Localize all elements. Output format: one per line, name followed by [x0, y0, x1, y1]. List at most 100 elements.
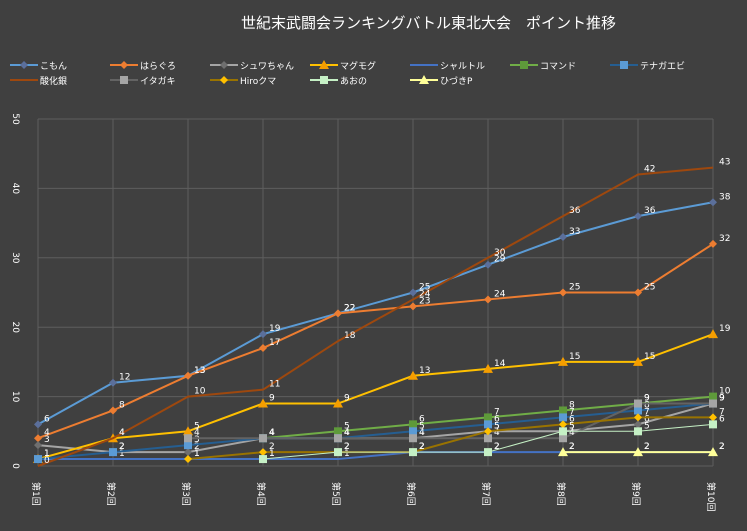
data-label: 9 — [719, 394, 725, 404]
data-point — [484, 434, 492, 443]
data-point — [109, 406, 117, 415]
data-label: 2 — [644, 442, 650, 452]
series-line-1 — [37, 243, 714, 440]
series-line-8 — [188, 402, 713, 440]
data-point — [708, 329, 718, 339]
data-point — [109, 378, 117, 387]
data-label: 6 — [419, 414, 425, 424]
data-label: 5 — [569, 421, 575, 431]
data-point — [259, 434, 267, 443]
data-label: 9 — [719, 394, 725, 404]
data-label: 10 — [194, 387, 206, 397]
data-label: 30 — [494, 248, 506, 258]
legend-swatch-icon — [410, 64, 438, 66]
x-tick-label: 第2回 — [105, 482, 117, 506]
y-tick-label: 30 — [10, 252, 20, 264]
x-tick-label: 第9回 — [630, 482, 642, 506]
data-point — [558, 447, 568, 457]
data-point — [34, 434, 42, 443]
data-label: 3 — [194, 435, 200, 445]
data-label: 36 — [569, 206, 581, 216]
legend-label: シャルトル — [440, 61, 486, 72]
data-label: 7 — [569, 407, 575, 417]
data-label: 2 — [494, 442, 500, 452]
legend-item: シャルトル — [410, 58, 485, 72]
legend-label: ひづきP — [440, 76, 473, 87]
data-point — [559, 288, 567, 297]
data-label: 4 — [569, 428, 575, 438]
series-line-3 — [37, 333, 714, 461]
data-label: 2 — [419, 442, 425, 452]
data-label: 8 — [569, 400, 575, 410]
legend-label: マグモグ — [340, 61, 377, 72]
legend-label: はらぐろ — [140, 61, 177, 72]
legend-swatch-icon — [10, 79, 38, 81]
data-point — [634, 413, 642, 422]
legend-swatch-icon — [10, 61, 38, 69]
data-label: 22 — [344, 303, 355, 313]
chart-title: 世紀末武闘会ランキングバトル東北大会 ポイント推移 — [240, 14, 616, 32]
data-point — [708, 447, 718, 457]
data-point — [184, 455, 192, 464]
data-label: 5 — [419, 421, 425, 431]
data-point — [184, 441, 192, 450]
data-label: 2 — [419, 442, 425, 452]
legend-swatch-icon — [410, 75, 438, 84]
data-label: 19 — [719, 324, 731, 334]
data-label: 25 — [419, 283, 430, 293]
data-label: 9 — [719, 394, 725, 404]
data-point — [633, 356, 643, 366]
legend-swatch-icon — [310, 60, 338, 69]
data-point — [409, 427, 417, 436]
data-point — [259, 344, 267, 353]
data-label: 7 — [494, 407, 500, 417]
data-label: 19 — [269, 324, 281, 334]
y-tick-label: 0 — [10, 463, 20, 469]
data-point — [634, 427, 642, 436]
data-label: 5 — [344, 421, 350, 431]
x-tick-label: 第5回 — [330, 482, 342, 506]
data-label: 4 — [194, 428, 200, 438]
data-point — [34, 455, 42, 464]
x-tick-label: 第8回 — [555, 482, 567, 506]
data-label: 5 — [194, 421, 200, 431]
data-label: 5 — [494, 421, 500, 431]
legend-swatch-icon — [610, 61, 638, 69]
x-tick-label: 第10回 — [705, 482, 717, 511]
data-label: 12 — [119, 373, 130, 383]
data-label: 43 — [719, 158, 730, 168]
legend-item: シュワちゃん — [210, 58, 294, 72]
data-label: 13 — [419, 366, 430, 376]
data-point — [334, 448, 342, 457]
data-label: 36 — [644, 206, 656, 216]
series-line-9 — [187, 416, 713, 461]
data-label: 1 — [119, 449, 125, 459]
x-tick-label: 第7回 — [480, 482, 492, 506]
data-label: 9 — [644, 394, 650, 404]
legend-item: はらぐろ — [110, 58, 176, 72]
data-label: 11 — [269, 380, 280, 390]
data-label: 5 — [569, 421, 575, 431]
data-label: 7 — [644, 407, 650, 417]
data-point — [558, 356, 568, 366]
data-point — [333, 398, 343, 408]
data-point — [109, 448, 117, 457]
data-point — [258, 398, 268, 408]
data-label: 4 — [119, 428, 125, 438]
data-point — [484, 295, 492, 304]
data-label: 32 — [719, 234, 730, 244]
data-label: 2 — [644, 442, 650, 452]
data-point — [633, 447, 643, 457]
data-label: 1 — [44, 449, 50, 459]
data-label: 7 — [719, 407, 725, 417]
data-label: 24 — [494, 289, 506, 299]
legend-label: こもん — [40, 61, 68, 72]
data-label: 23 — [419, 296, 430, 306]
data-label: 1 — [194, 449, 200, 459]
data-label: 38 — [719, 192, 731, 202]
data-point — [334, 427, 342, 436]
data-point — [259, 448, 267, 457]
data-point — [409, 302, 417, 311]
series-line-7 — [37, 166, 714, 467]
legend-swatch-icon — [110, 61, 138, 69]
